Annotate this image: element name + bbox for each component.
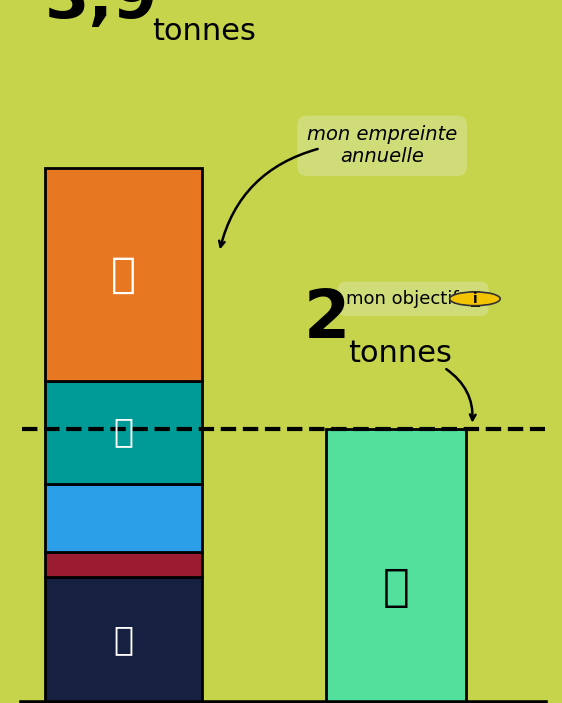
Text: 🎯: 🎯 — [383, 567, 410, 610]
Bar — [45, 552, 202, 577]
Circle shape — [450, 292, 500, 306]
Text: tonnes: tonnes — [152, 17, 256, 46]
Bar — [45, 484, 202, 552]
Text: 🏛: 🏛 — [114, 624, 134, 657]
Bar — [45, 381, 202, 484]
Bar — [326, 429, 466, 703]
Text: 2: 2 — [303, 286, 350, 352]
Text: mon empreinte
annuelle: mon empreinte annuelle — [307, 125, 457, 167]
Text: 3,9: 3,9 — [45, 0, 158, 30]
Text: i: i — [473, 292, 477, 306]
Text: 🏠: 🏠 — [114, 415, 134, 449]
Text: 🍴: 🍴 — [111, 253, 136, 295]
Text: tonnes: tonnes — [348, 339, 452, 368]
Bar — [45, 577, 202, 703]
Text: mon objectif  ⓘ: mon objectif ⓘ — [346, 290, 481, 308]
Bar — [45, 168, 202, 381]
